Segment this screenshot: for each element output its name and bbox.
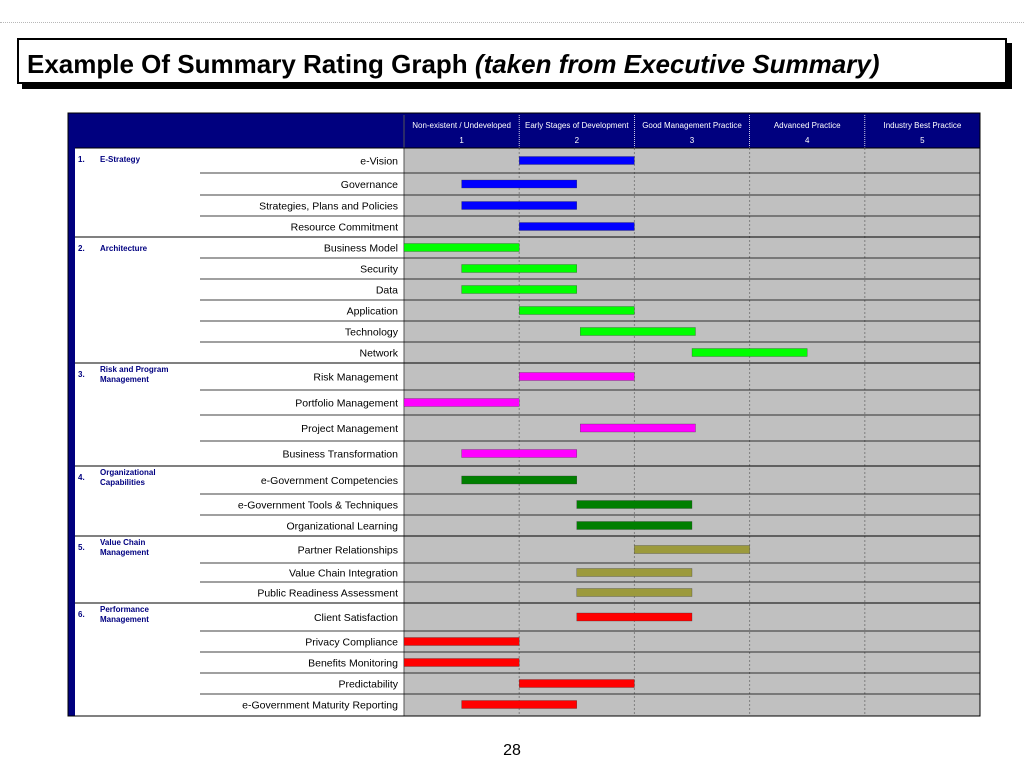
group-number: 4.	[78, 473, 85, 482]
header-band	[68, 113, 980, 148]
group-name-line: Organizational	[100, 468, 156, 477]
rating-bar	[461, 179, 577, 189]
rating-bar	[691, 348, 808, 357]
rating-bar	[576, 521, 693, 530]
rating-bar	[576, 500, 693, 509]
rating-bar	[403, 243, 520, 252]
item-label: Value Chain Integration	[289, 568, 398, 580]
item-label: e-Government Competencies	[261, 475, 398, 487]
group-name-line: Capabilities	[100, 478, 145, 487]
group-name-line: Architecture	[100, 244, 148, 253]
rating-bar	[403, 398, 520, 407]
item-label: Public Readiness Assessment	[257, 588, 398, 600]
item-label: Business Model	[324, 243, 398, 255]
rating-bar	[634, 545, 750, 554]
title-box: Example Of Summary Rating Graph (taken f…	[17, 38, 1007, 84]
rating-bar	[461, 285, 577, 294]
rating-bar	[519, 372, 635, 381]
group-name: Risk and Program Management	[100, 365, 168, 384]
rating-bar	[576, 568, 693, 577]
group-number: 5.	[78, 543, 85, 552]
rating-bar	[519, 222, 635, 231]
rating-bar	[576, 588, 693, 597]
group-name-line: Management	[100, 615, 149, 624]
group-name-line: Management	[100, 548, 149, 557]
item-label: Client Satisfaction	[314, 612, 398, 624]
item-label: Risk Management	[313, 372, 398, 384]
group-name-line: Management	[100, 375, 149, 384]
level-number: 5	[920, 136, 925, 145]
rating-bar	[461, 449, 577, 458]
level-number: 1	[459, 136, 464, 145]
item-label: Organizational Learning	[287, 521, 399, 533]
rating-bar	[519, 156, 635, 165]
level-number: 4	[805, 136, 810, 145]
rating-bar	[461, 264, 577, 273]
level-label: Industry Best Practice	[883, 121, 961, 130]
level-label: Advanced Practice	[774, 121, 841, 130]
item-label: Data	[376, 285, 398, 297]
top-dotted-rule	[0, 22, 1024, 23]
page-title-italic: (taken from Executive Summary)	[474, 49, 880, 79]
rating-bar	[580, 327, 696, 336]
group-number: 3.	[78, 370, 85, 379]
summary-rating-chart: Non-existent / Undeveloped 1 Early Stages …	[67, 112, 981, 717]
rating-bar	[403, 658, 520, 667]
rating-bar	[461, 700, 577, 709]
group-name-line: Performance	[100, 605, 149, 614]
item-label: e-Government Maturity Reporting	[242, 700, 398, 712]
item-label: Network	[359, 348, 398, 360]
item-label: Benefits Monitoring	[308, 658, 398, 670]
group-number: 2.	[78, 244, 85, 253]
chart-border	[67, 112, 981, 717]
item-label: Predictability	[338, 679, 398, 691]
rating-bar	[519, 306, 635, 315]
left-band	[68, 113, 75, 716]
item-label: Privacy Compliance	[305, 637, 398, 649]
level-number: 3	[690, 136, 695, 145]
rating-bar	[461, 475, 577, 485]
item-label: Portfolio Management	[295, 398, 398, 410]
item-label: Security	[360, 264, 399, 276]
item-label: Technology	[345, 327, 399, 339]
group-name: Organizational Capabilities	[100, 468, 156, 487]
page-number: 28	[503, 742, 521, 759]
group-name: E-Strategy	[100, 155, 141, 164]
group-name: Architecture	[100, 244, 148, 253]
group-name: Value Chain Management	[100, 538, 149, 557]
item-label: Governance	[341, 179, 398, 191]
level-number: 2	[575, 136, 580, 145]
item-label: Resource Commitment	[291, 222, 398, 234]
item-label: Project Management	[301, 423, 398, 435]
item-label: Partner Relationships	[298, 545, 398, 557]
page-title: Example Of Summary Rating Graph (taken f…	[27, 49, 880, 80]
item-label: Application	[347, 306, 399, 318]
item-label: Business Transformation	[282, 449, 398, 461]
item-label: Strategies, Plans and Policies	[259, 201, 398, 213]
rating-bar	[519, 679, 635, 688]
rating-bar	[576, 612, 693, 622]
group-name: Performance Management	[100, 605, 149, 624]
label-area	[75, 148, 404, 716]
page-title-main: Example Of Summary Rating Graph	[27, 49, 468, 79]
rating-bar	[403, 637, 520, 646]
level-label: Good Management Practice	[642, 121, 742, 130]
item-label: e-Government Tools & Techniques	[238, 500, 398, 512]
level-label: Early Stages of Development	[525, 121, 629, 130]
rating-bar	[461, 201, 577, 210]
item-label: e-Vision	[360, 156, 398, 168]
group-number: 1.	[78, 155, 85, 164]
group-number: 6.	[78, 610, 85, 619]
group-name-line: Risk and Program	[100, 365, 168, 374]
group-name-line: Value Chain	[100, 538, 145, 547]
level-label: Non-existent / Undeveloped	[412, 121, 511, 130]
group-name-line: E-Strategy	[100, 155, 141, 164]
rating-bar	[580, 423, 696, 433]
